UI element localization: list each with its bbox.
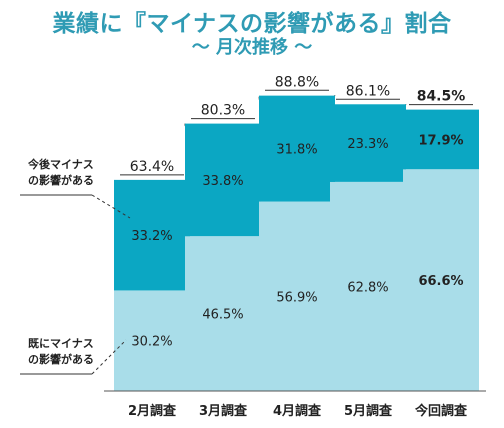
bar-segment-current — [330, 181, 406, 391]
data-label-current: 46.5% — [202, 308, 243, 323]
bar-segment-current — [114, 290, 190, 391]
total-label: 86.1% — [346, 83, 390, 99]
bar-segment-current — [259, 201, 335, 391]
data-label-current: 62.8% — [347, 280, 388, 295]
legend-current-impact: 既にマイナス の影響がある — [28, 336, 94, 368]
bar-segment-current — [185, 236, 261, 391]
category-label: 3月調査 — [199, 403, 248, 419]
legend-current-line1: 既にマイナス — [28, 337, 94, 350]
chart-title: 業績に『マイナスの影響がある』割合 — [52, 11, 452, 37]
legend-current-line2: の影響がある — [28, 353, 94, 366]
total-label: 80.3% — [201, 103, 245, 119]
total-label: 63.4% — [130, 159, 174, 175]
category-label: 5月調査 — [344, 403, 393, 419]
data-label-future: 17.9% — [418, 133, 463, 148]
bar-segment-future — [403, 109, 479, 170]
bar-segment-future — [114, 179, 190, 291]
data-label-future: 33.2% — [131, 229, 172, 244]
bar-segment-future — [330, 104, 406, 182]
legend-future-impact: 今後マイナス の影響がある — [28, 157, 94, 189]
data-label-future: 31.8% — [276, 143, 317, 158]
data-label-future: 23.3% — [347, 137, 388, 152]
bar-segment-future — [259, 95, 335, 202]
bar-segment-current — [403, 169, 479, 391]
category-label: 今回調査 — [414, 403, 468, 419]
legend-future-pointer — [91, 194, 131, 219]
bar-segment-future — [185, 123, 261, 237]
data-label-current: 56.9% — [276, 290, 317, 305]
chart-subtitle: 〜 月次推移 〜 — [191, 37, 313, 58]
total-label: 84.5% — [417, 89, 466, 105]
legend-future-line2: の影響がある — [28, 174, 94, 187]
category-label: 2月調査 — [128, 403, 177, 419]
total-label: 88.8% — [275, 74, 319, 90]
legend-current-pointer — [91, 339, 127, 375]
category-label: 4月調査 — [273, 403, 322, 419]
data-label-current: 66.6% — [418, 274, 463, 289]
legend-future-line1: 今後マイナス — [28, 158, 94, 171]
data-label-current: 30.2% — [131, 335, 172, 350]
data-label-future: 33.8% — [202, 174, 243, 189]
